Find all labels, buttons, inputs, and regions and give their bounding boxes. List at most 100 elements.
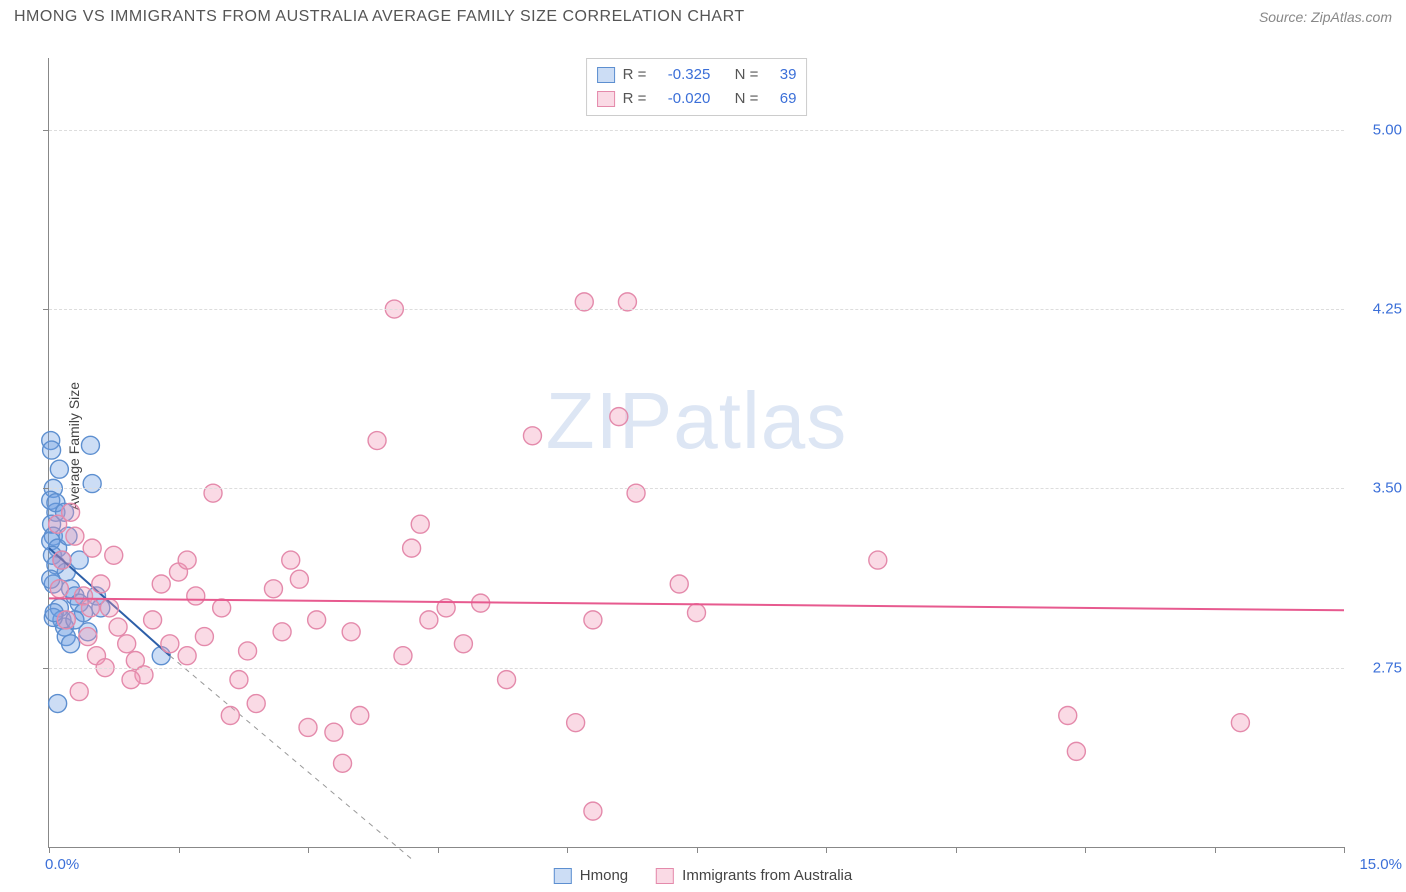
data-point-australia bbox=[420, 611, 438, 629]
data-point-australia bbox=[394, 647, 412, 665]
data-point-australia bbox=[70, 683, 88, 701]
data-point-australia bbox=[670, 575, 688, 593]
data-point-australia bbox=[368, 432, 386, 450]
data-point-australia bbox=[81, 599, 99, 617]
y-tick-label: 3.50 bbox=[1373, 480, 1402, 497]
data-point-australia bbox=[152, 575, 170, 593]
data-point-australia bbox=[567, 714, 585, 732]
x-tick bbox=[179, 847, 180, 853]
stat-r-label: R = bbox=[623, 63, 647, 87]
data-point-australia bbox=[100, 599, 118, 617]
stat-n-value-hmong: 39 bbox=[766, 63, 796, 87]
data-point-hmong bbox=[50, 460, 68, 478]
data-point-australia bbox=[523, 427, 541, 445]
data-point-australia bbox=[584, 802, 602, 820]
data-point-australia bbox=[299, 718, 317, 736]
data-point-australia bbox=[688, 604, 706, 622]
data-point-australia bbox=[334, 754, 352, 772]
swatch-australia bbox=[656, 868, 674, 884]
data-point-australia bbox=[221, 707, 239, 725]
chart-title: HMONG VS IMMIGRANTS FROM AUSTRALIA AVERA… bbox=[14, 8, 745, 26]
x-tick bbox=[438, 847, 439, 853]
legend-label-australia: Immigrants from Australia bbox=[682, 867, 852, 884]
data-point-australia bbox=[204, 484, 222, 502]
data-point-australia bbox=[178, 551, 196, 569]
data-point-australia bbox=[342, 623, 360, 641]
data-point-australia bbox=[53, 551, 71, 569]
data-point-australia bbox=[247, 695, 265, 713]
data-point-australia bbox=[273, 623, 291, 641]
data-point-australia bbox=[161, 635, 179, 653]
x-tick-label-left: 0.0% bbox=[45, 856, 79, 873]
data-point-australia bbox=[230, 671, 248, 689]
data-point-australia bbox=[122, 671, 140, 689]
x-tick-label-right: 15.0% bbox=[1359, 856, 1402, 873]
data-point-australia bbox=[239, 642, 257, 660]
stat-r-value-australia: -0.020 bbox=[654, 87, 710, 111]
series-legend: Hmong Immigrants from Australia bbox=[554, 867, 852, 884]
data-point-australia bbox=[403, 539, 421, 557]
data-point-hmong bbox=[81, 436, 99, 454]
legend-item-australia: Immigrants from Australia bbox=[656, 867, 852, 884]
stats-row-hmong: R = -0.325 N = 39 bbox=[597, 63, 797, 87]
data-point-australia bbox=[1059, 707, 1077, 725]
data-point-australia bbox=[62, 503, 80, 521]
y-tick-label: 4.25 bbox=[1373, 301, 1402, 318]
data-point-australia bbox=[498, 671, 516, 689]
data-point-hmong bbox=[49, 695, 67, 713]
data-point-australia bbox=[66, 527, 84, 545]
data-point-australia bbox=[610, 408, 628, 426]
stat-n-label: N = bbox=[735, 87, 759, 111]
gridline-h bbox=[49, 668, 1344, 669]
x-tick bbox=[49, 847, 50, 853]
data-point-australia bbox=[118, 635, 136, 653]
data-point-australia bbox=[264, 580, 282, 598]
data-point-australia bbox=[351, 707, 369, 725]
data-point-australia bbox=[195, 628, 213, 646]
stat-r-value-hmong: -0.325 bbox=[654, 63, 710, 87]
y-tick bbox=[43, 130, 49, 131]
stat-r-label: R = bbox=[623, 87, 647, 111]
data-point-australia bbox=[50, 580, 68, 598]
y-tick bbox=[43, 309, 49, 310]
chart-plot-area: ZIPatlas R =-0.325 N =39R =-0.020 N =69 … bbox=[48, 58, 1344, 848]
data-point-australia bbox=[290, 570, 308, 588]
y-tick-label: 5.00 bbox=[1373, 121, 1402, 138]
data-point-australia bbox=[627, 484, 645, 502]
data-point-australia bbox=[454, 635, 472, 653]
data-point-australia bbox=[83, 539, 101, 557]
data-point-australia bbox=[187, 587, 205, 605]
y-tick bbox=[43, 668, 49, 669]
stats-row-australia: R = -0.020 N = 69 bbox=[597, 87, 797, 111]
scatter-plot-svg bbox=[49, 58, 1344, 847]
swatch-australia bbox=[597, 91, 615, 107]
data-point-australia bbox=[144, 611, 162, 629]
y-tick bbox=[43, 488, 49, 489]
x-tick bbox=[1085, 847, 1086, 853]
x-tick bbox=[956, 847, 957, 853]
data-point-australia bbox=[325, 723, 343, 741]
stat-n-label: N = bbox=[735, 63, 759, 87]
stat-n-value-australia: 69 bbox=[766, 87, 796, 111]
x-tick bbox=[567, 847, 568, 853]
gridline-h bbox=[49, 309, 1344, 310]
source-attribution: Source: ZipAtlas.com bbox=[1259, 9, 1392, 25]
swatch-hmong bbox=[597, 67, 615, 83]
data-point-hmong bbox=[43, 441, 61, 459]
x-tick bbox=[697, 847, 698, 853]
data-point-australia bbox=[178, 647, 196, 665]
data-point-australia bbox=[79, 628, 97, 646]
data-point-australia bbox=[308, 611, 326, 629]
data-point-australia bbox=[869, 551, 887, 569]
data-point-australia bbox=[92, 575, 110, 593]
data-point-australia bbox=[584, 611, 602, 629]
swatch-hmong bbox=[554, 868, 572, 884]
data-point-australia bbox=[1231, 714, 1249, 732]
data-point-australia bbox=[1067, 742, 1085, 760]
correlation-stats-box: R = -0.325 N = 39 R = -0.020 N = 69 bbox=[586, 58, 808, 116]
data-point-australia bbox=[57, 611, 75, 629]
legend-label-hmong: Hmong bbox=[580, 867, 628, 884]
data-point-australia bbox=[213, 599, 231, 617]
x-tick bbox=[1215, 847, 1216, 853]
gridline-h bbox=[49, 130, 1344, 131]
